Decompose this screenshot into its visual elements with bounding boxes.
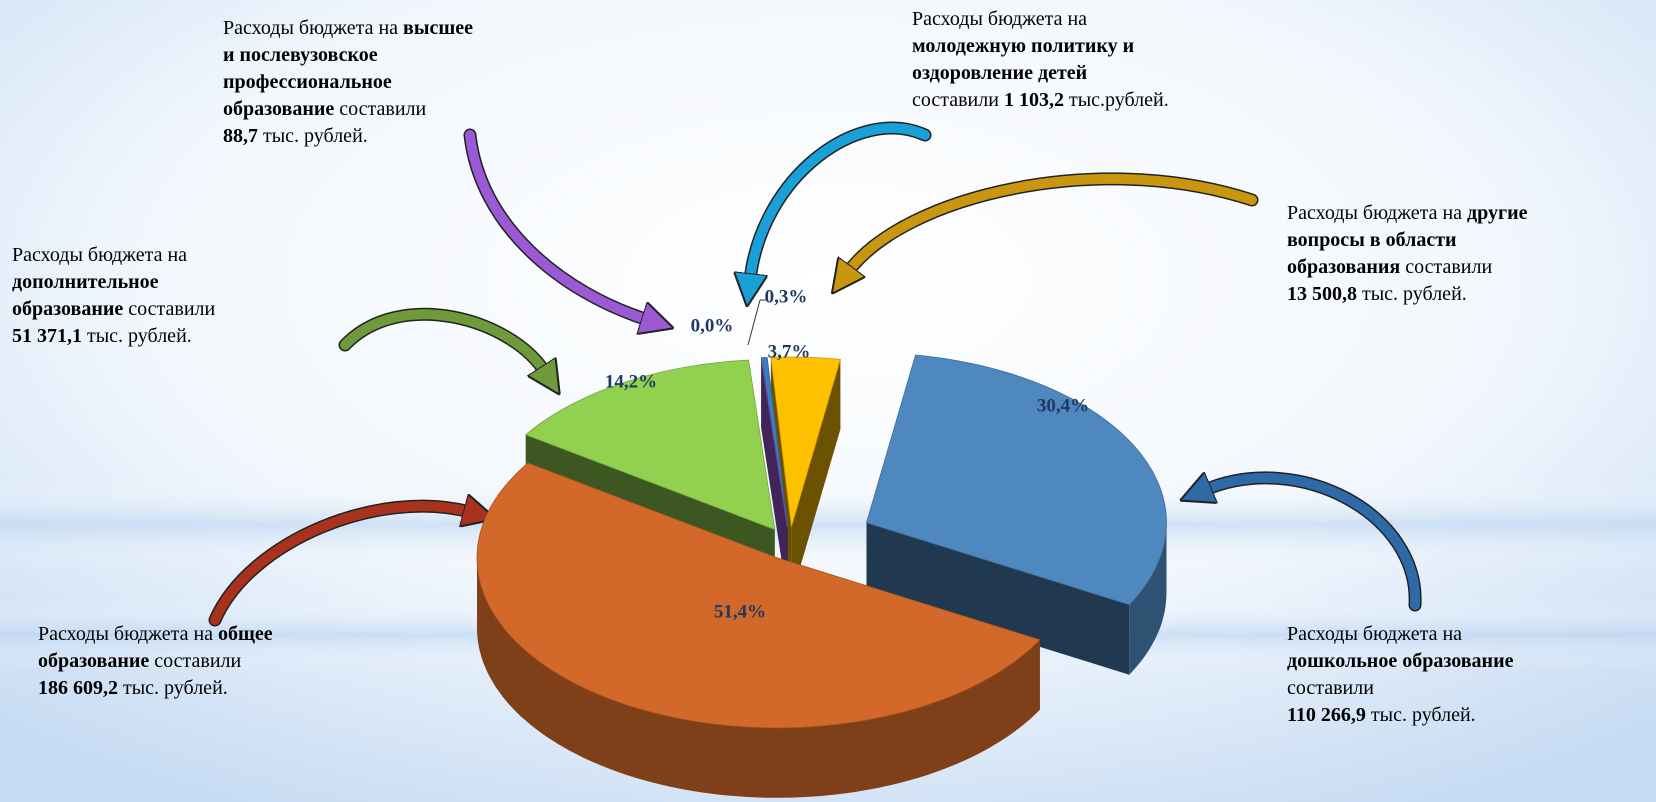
annotation-line: Расходы бюджета на высшее <box>223 17 473 39</box>
annotation-text: 186 609,2 <box>38 677 118 699</box>
annotation-text: 110 266,9 <box>1287 704 1366 726</box>
labels: 0,0% 0,3% 3,7% 30,4% 51,4% 14,2% <box>605 286 1089 622</box>
slice-wall <box>791 359 841 597</box>
annotation-line: и послевузовское <box>223 44 378 66</box>
annotation-line: 186 609,2 тыс. рублей. <box>38 677 228 699</box>
annotation-text: тыс.рублей. <box>1064 89 1169 111</box>
annotation-line: оздоровление детей <box>912 62 1087 84</box>
slice <box>866 354 1167 606</box>
annotation-text: тыс. рублей. <box>1366 704 1476 726</box>
annotation-text: образование <box>12 298 123 320</box>
data-label: 0,3% <box>765 286 808 307</box>
slice <box>524 359 776 531</box>
annotation-text: 1 103,2 <box>1004 89 1064 111</box>
annotation-text: составили <box>334 98 426 120</box>
annotation-text: тыс. рублей. <box>82 325 192 347</box>
leader-line <box>747 299 761 346</box>
annotation-line: дошкольное образование <box>1287 650 1514 672</box>
slice <box>770 356 841 528</box>
slice-side <box>1129 522 1167 675</box>
slice <box>760 357 788 528</box>
annotations: Расходы бюджета на высшее и послевузовско… <box>12 8 1528 726</box>
annotation-line: дополнительное <box>12 271 159 293</box>
annotation-text: Расходы бюджета на <box>1287 623 1462 645</box>
slice-wall <box>866 522 1130 675</box>
annotation-line: составили 1 103,2 тыс.рублей. <box>912 89 1169 111</box>
annotation-line: Расходы бюджета на <box>912 8 1087 30</box>
annotation-text: составили <box>1400 256 1492 278</box>
annotation-text: молодежную политику и <box>912 35 1134 57</box>
annotation-text: Расходы бюджета на <box>912 8 1087 30</box>
annotation-line: молодежную политику и <box>912 35 1134 57</box>
arrow <box>340 309 545 372</box>
annotation-line: 110 266,9 тыс. рублей. <box>1287 704 1476 726</box>
data-label: 51,4% <box>714 601 766 622</box>
annotation-text: Расходы бюджета на <box>1287 202 1467 224</box>
annotation-text: профессиональное <box>223 71 392 93</box>
annotation-text: дополнительное <box>12 271 159 293</box>
annotation-text: 51 371,1 <box>12 325 82 347</box>
annotation-text: общее <box>218 623 273 645</box>
pie <box>476 354 1167 798</box>
data-label: 3,7% <box>768 341 811 362</box>
annotation-text: Расходы бюджета на <box>38 623 218 645</box>
slice-side <box>477 557 1040 798</box>
annotation-line: образование составили <box>38 650 242 672</box>
arrow <box>750 123 930 280</box>
arrow <box>210 506 470 625</box>
annotation-text: 88,7 <box>223 125 258 147</box>
annotation-text: тыс. рублей. <box>118 677 228 699</box>
annotation-text: образование <box>223 98 334 120</box>
annotation-text: составили <box>123 298 215 320</box>
annotation-text: составили <box>912 89 1004 111</box>
arrow <box>1205 478 1421 610</box>
annotation-line: профессиональное <box>223 71 392 93</box>
annotation-line: вопросы в области <box>1287 229 1457 251</box>
annotation-text: образование <box>38 650 149 672</box>
annotation-text: Расходы бюджета на <box>12 244 187 266</box>
annotation-line: Расходы бюджета на другие <box>1287 202 1528 224</box>
slice-wall <box>761 357 788 598</box>
annotation-line: образование составили <box>12 298 216 320</box>
annotation-text: образования <box>1287 256 1400 278</box>
annotation-text: 13 500,8 <box>1287 283 1357 305</box>
annotation-text: другие <box>1467 202 1528 224</box>
annotation-text: дошкольное образование <box>1287 650 1514 672</box>
annotation-line: составили <box>1287 677 1374 699</box>
annotation-text: тыс. рублей. <box>258 125 368 147</box>
annotation-line: 88,7 тыс. рублей. <box>223 125 368 147</box>
annotation-text: и послевузовское <box>223 44 378 66</box>
arrow <box>848 174 1257 272</box>
annotation-line: образование составили <box>223 98 427 120</box>
annotation-text: вопросы в области <box>1287 229 1457 251</box>
data-label: 30,4% <box>1037 395 1089 416</box>
annotation-text: составили <box>149 650 241 672</box>
arrow <box>465 130 648 320</box>
annotation-line: Расходы бюджета на общее <box>38 623 273 645</box>
arrows <box>208 121 1422 627</box>
annotation-text: тыс. рублей. <box>1357 283 1467 305</box>
annotation-line: Расходы бюджета на <box>12 244 187 266</box>
annotation-text: оздоровление детей <box>912 62 1087 84</box>
annotation-text: составили <box>1287 677 1374 699</box>
annotation-line: образования составили <box>1287 256 1492 278</box>
annotation-line: 13 500,8 тыс. рублей. <box>1287 283 1467 305</box>
annotation-line: 51 371,1 тыс. рублей. <box>12 325 192 347</box>
annotation-text: Расходы бюджета на <box>223 17 403 39</box>
slice <box>476 462 1041 729</box>
data-label: 0,0% <box>691 315 734 336</box>
annotation-text: высшее <box>403 17 473 39</box>
annotation-line: Расходы бюджета на <box>1287 623 1462 645</box>
data-label: 14,2% <box>605 371 657 392</box>
